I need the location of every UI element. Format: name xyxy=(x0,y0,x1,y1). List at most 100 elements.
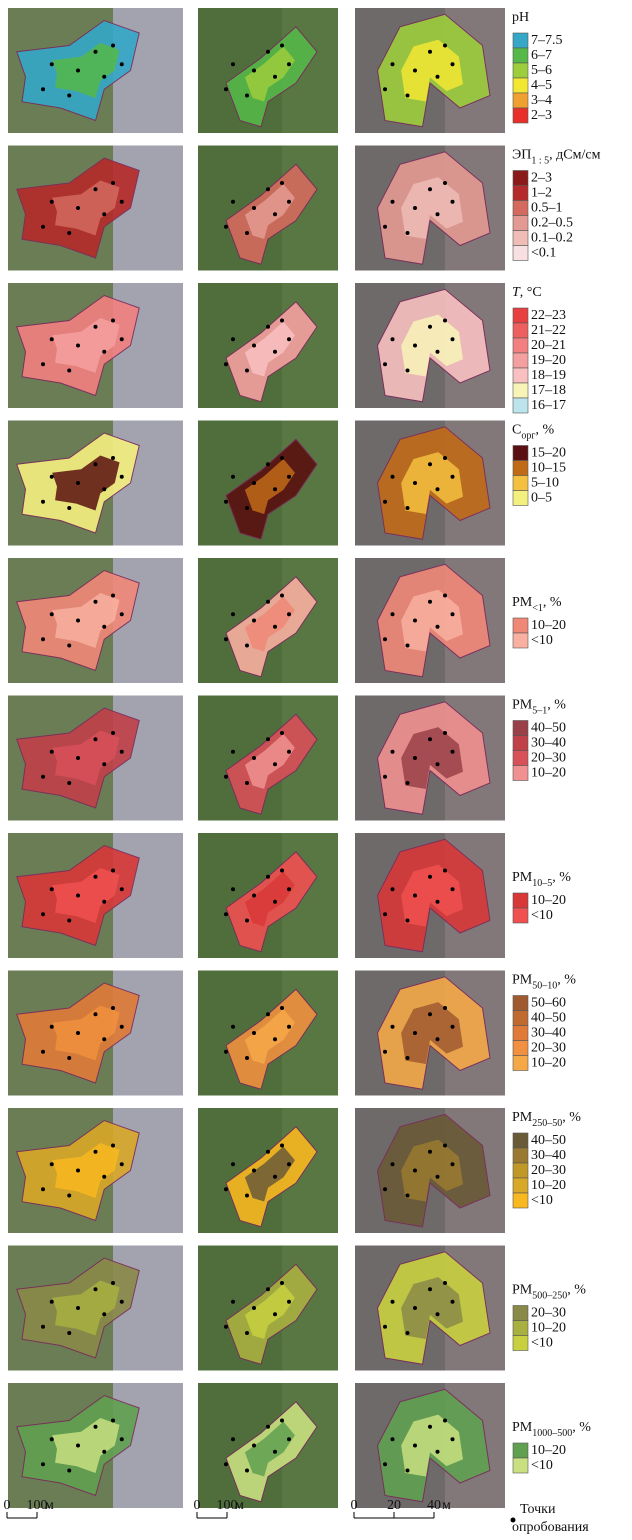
legend-swatch xyxy=(513,1148,528,1163)
legend-label: 22–23 xyxy=(531,308,566,323)
legend-label: 40–50 xyxy=(531,1011,566,1026)
legend-title-part: pH xyxy=(512,10,529,25)
sampling-point xyxy=(76,894,80,898)
sampling-point xyxy=(451,612,455,616)
sampling-point xyxy=(67,231,71,235)
sampling-point xyxy=(266,462,270,466)
legend-label: 20–30 xyxy=(531,1306,566,1321)
sampling-point xyxy=(94,1425,98,1429)
sampling-point xyxy=(231,1162,235,1166)
sampling-point xyxy=(287,475,291,479)
legend-title-part: PM xyxy=(512,698,533,713)
sampling-point xyxy=(111,1006,115,1010)
legend-title-part: , % xyxy=(567,1283,586,1298)
sampling-point xyxy=(224,1187,228,1191)
sampling-point xyxy=(443,1281,447,1285)
legend-title-part: , % xyxy=(572,1420,591,1435)
sampling-point xyxy=(231,1300,235,1304)
legend-label: 10–20 xyxy=(531,893,566,908)
legend-title-part: , % xyxy=(547,698,566,713)
sampling-point xyxy=(287,337,291,341)
legend-swatch xyxy=(513,476,528,491)
sampling-point xyxy=(428,875,432,879)
sampling-point xyxy=(94,187,98,191)
sampling-point xyxy=(280,1419,284,1423)
sampling-point xyxy=(111,594,115,598)
legend-title-part: 50–10 xyxy=(532,980,557,991)
legend-label: 0.2–0.5 xyxy=(531,216,573,231)
sampling-point xyxy=(102,212,106,216)
sampling-point xyxy=(428,50,432,54)
sampling-point xyxy=(67,1469,71,1473)
sampling-point xyxy=(391,750,395,754)
sampling-point xyxy=(451,200,455,204)
sampling-point xyxy=(102,625,106,629)
legend-label: 40–50 xyxy=(531,1133,566,1148)
legend-title-part: PM xyxy=(512,973,533,988)
scale-label: 0 xyxy=(351,1498,358,1513)
sampling-point xyxy=(102,1312,106,1316)
sampling-point xyxy=(436,75,440,79)
sampling-point xyxy=(41,1325,45,1329)
sampling-point xyxy=(111,456,115,460)
legend-label: 7–7.5 xyxy=(531,33,563,48)
sampling-point xyxy=(266,600,270,604)
legend-label: 1–2 xyxy=(531,186,552,201)
legend-title-part: 500–250 xyxy=(532,1290,567,1301)
legend-swatch xyxy=(513,893,528,908)
sampling-point xyxy=(102,762,106,766)
legend-title: PM5–1, % xyxy=(512,698,566,717)
sampling-point xyxy=(391,337,395,341)
sampling-point xyxy=(41,225,45,229)
legend-label: 19–20 xyxy=(531,353,566,368)
sampling-point xyxy=(50,1300,54,1304)
sampling-point xyxy=(406,1469,410,1473)
sampling-point xyxy=(413,1306,417,1310)
legend-swatch xyxy=(513,1443,528,1458)
sampling-point xyxy=(50,200,54,204)
sampling-point xyxy=(120,612,124,616)
sampling-point xyxy=(391,612,395,616)
legend-swatch xyxy=(513,216,528,231)
sampling-point xyxy=(102,900,106,904)
legend-swatch xyxy=(513,1133,528,1148)
legend-label: 2–3 xyxy=(531,108,552,123)
sampling-point xyxy=(231,1437,235,1441)
scale-unit: м xyxy=(235,1498,244,1513)
sampling-point xyxy=(287,1300,291,1304)
sampling-point xyxy=(287,62,291,66)
sampling-point xyxy=(391,887,395,891)
sampling-point xyxy=(111,1281,115,1285)
sampling-point xyxy=(245,1331,249,1335)
legend-swatch xyxy=(513,1026,528,1041)
sampling-point xyxy=(266,1425,270,1429)
sampling-point xyxy=(120,1162,124,1166)
sampling-point xyxy=(280,869,284,873)
legend-label: 50–60 xyxy=(531,996,566,1011)
legend-label: <0.1 xyxy=(531,246,556,261)
sampling-point xyxy=(224,1325,228,1329)
legend-swatch xyxy=(513,721,528,736)
legend-swatch xyxy=(513,171,528,186)
sampling-point xyxy=(383,362,387,366)
sampling-point xyxy=(451,750,455,754)
sampling-point xyxy=(245,1194,249,1198)
sampling-point xyxy=(67,644,71,648)
sampling-point xyxy=(273,1312,277,1316)
sampling-point xyxy=(252,756,256,760)
sampling-point xyxy=(413,619,417,623)
sampling-point xyxy=(76,1031,80,1035)
sampling-point xyxy=(50,1162,54,1166)
sampling-point xyxy=(383,1050,387,1054)
legend-swatch xyxy=(513,1321,528,1336)
sampling-point xyxy=(102,1175,106,1179)
sampling-point xyxy=(120,1025,124,1029)
legend-label: 18–19 xyxy=(531,368,566,383)
legend-label: 21–22 xyxy=(531,323,566,338)
legend-title-part: , % xyxy=(557,973,576,988)
sampling-point xyxy=(287,887,291,891)
sampling-point xyxy=(383,637,387,641)
legend-label: <10 xyxy=(531,633,553,648)
legend-label: 40–50 xyxy=(531,721,566,736)
sampling-point xyxy=(94,50,98,54)
